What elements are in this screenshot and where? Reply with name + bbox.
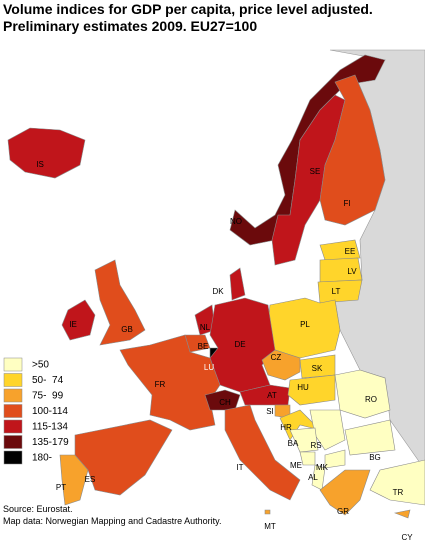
country-label: NO — [230, 217, 242, 226]
country — [204, 389, 241, 411]
country-label: AT — [267, 391, 277, 400]
country — [279, 409, 321, 441]
legend-swatch — [3, 450, 23, 465]
country — [7, 127, 86, 179]
legend-label: 115-134 — [32, 422, 68, 433]
country-label: ME — [290, 461, 302, 470]
country — [264, 509, 271, 515]
country — [319, 469, 371, 516]
legend-swatch — [3, 435, 23, 449]
country-label: NL — [200, 323, 211, 332]
country — [94, 259, 146, 346]
legend-swatch — [3, 388, 23, 403]
country-label: BA — [288, 439, 299, 448]
country-label: AL — [308, 473, 318, 482]
legend-label: 75- 99 — [32, 391, 64, 402]
country-label: TR — [393, 488, 404, 497]
country-label: CY — [401, 533, 413, 542]
country — [287, 374, 336, 406]
country — [344, 419, 396, 456]
country-label: GR — [337, 507, 349, 516]
title-line: Volume indices for GDP per capita, price… — [3, 1, 373, 17]
country-label: FI — [343, 199, 350, 208]
country-label: LU — [204, 363, 214, 372]
country — [229, 267, 246, 301]
country — [59, 454, 89, 506]
title-line: Preliminary estimates 2009. EU27=100 — [3, 18, 257, 34]
country-label: PL — [300, 320, 310, 329]
legend-label: 135-179 — [32, 437, 69, 448]
legend-swatch — [3, 373, 23, 387]
country-label: CZ — [271, 353, 282, 362]
country-label: LT — [332, 287, 341, 296]
country-label: BE — [198, 342, 209, 351]
country-label: SI — [266, 407, 274, 416]
country-label: SE — [310, 167, 321, 176]
source-line: Map data: Norwegian Mapping and Cadastre… — [3, 516, 221, 526]
country-label: GB — [121, 325, 133, 334]
legend-label: >50 — [32, 360, 49, 371]
country-label: DE — [234, 340, 245, 349]
country-label: PT — [56, 483, 66, 492]
legend-swatch — [3, 404, 23, 418]
country — [334, 369, 391, 419]
country-label: SK — [312, 364, 323, 373]
country — [369, 459, 425, 506]
country — [299, 451, 316, 466]
country — [61, 299, 96, 341]
country — [393, 509, 411, 519]
legend: >50 50- 74 75- 99 100-114 115-134 135-179 180- — [3, 357, 69, 465]
legend-label: 50- 74 — [32, 375, 64, 386]
countries — [7, 54, 425, 519]
country-label: ES — [85, 475, 96, 484]
country-label: FR — [155, 380, 166, 389]
country-label: HR — [280, 423, 292, 432]
country-label: MK — [316, 463, 329, 472]
country-label: RS — [310, 441, 321, 450]
country — [119, 334, 221, 431]
country — [261, 349, 301, 381]
country — [319, 74, 386, 226]
country-label: MT — [264, 522, 276, 531]
country — [224, 404, 301, 501]
country-label: BG — [369, 453, 381, 462]
country-label: EE — [345, 247, 356, 256]
country-label: HU — [297, 383, 309, 392]
legend-swatch — [3, 357, 23, 372]
country-label: DK — [212, 287, 224, 296]
country-label: IS — [36, 160, 44, 169]
country — [324, 449, 346, 469]
country-label: IT — [236, 463, 243, 472]
country-labels: IS NO SE FI DK EE LV LT PL IE GB NL BE LU DE FR CH AT CZ SK… — [36, 160, 413, 542]
country-label: RO — [365, 395, 377, 404]
source-line: Source: Eurostat. — [3, 504, 73, 514]
legend-swatch — [3, 419, 23, 434]
legend-label: 100-114 — [32, 406, 68, 417]
country — [319, 239, 361, 261]
country — [289, 427, 319, 453]
country — [239, 384, 291, 406]
country — [317, 279, 363, 304]
country-label: LV — [347, 267, 357, 276]
country-label: IE — [69, 320, 77, 329]
legend-label: 180- — [32, 453, 52, 464]
country-label: CH — [219, 398, 231, 407]
